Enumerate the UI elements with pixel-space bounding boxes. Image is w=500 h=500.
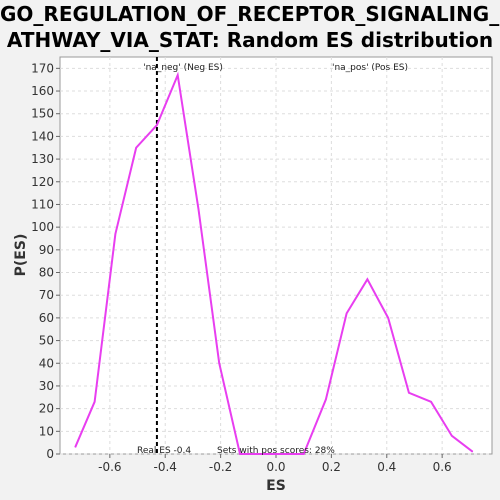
data-point (260, 453, 262, 455)
y-axis-label: P(ES) (13, 234, 29, 277)
data-point (430, 401, 432, 403)
x-tick-label: 0.4 (377, 460, 396, 474)
data-point (177, 74, 179, 76)
y-tick-label: 150 (31, 107, 54, 121)
data-point (325, 399, 327, 401)
x-axis-label: ES (266, 478, 286, 494)
data-point (472, 451, 474, 453)
x-tick-label: -0.2 (209, 460, 232, 474)
y-tick-label: 10 (39, 424, 54, 438)
data-point (451, 435, 453, 437)
chart-title-line-1: GO_REGULATION_OF_RECEPTOR_SIGNALING_P (0, 2, 500, 26)
data-point (218, 362, 220, 364)
y-tick-label: 70 (39, 288, 54, 302)
data-point (408, 392, 410, 394)
y-tick-label: 90 (39, 243, 54, 257)
data-point (74, 446, 76, 448)
grid-layer (60, 57, 492, 455)
data-point (346, 312, 348, 314)
y-tick-label: 40 (39, 356, 54, 370)
data-point (281, 453, 283, 455)
y-tick-label: 160 (31, 84, 54, 98)
y-tick-label: 130 (31, 152, 54, 166)
pos-scores-label: Sets with pos scores: 28% (217, 446, 335, 456)
neg-es-label: 'na_neg' (Neg ES) (143, 63, 223, 73)
data-point (135, 147, 137, 149)
y-tick-label: 170 (31, 61, 54, 75)
x-tick-label: -0.4 (154, 460, 177, 474)
pos-es-label: 'na_pos' (Pos ES) (332, 63, 408, 73)
x-tick-label: 0.0 (266, 460, 285, 474)
y-tick-label: 120 (31, 175, 54, 189)
data-point (239, 453, 241, 455)
y-tick-label: 0 (46, 447, 54, 461)
series-line (74, 71, 474, 455)
x-tick-label: 0.2 (322, 460, 341, 474)
data-point (114, 233, 116, 235)
y-tick-label: 30 (39, 379, 54, 393)
axis-layer: 0 10 20 30 40 50 60 70 80 90 100 110 120 130 140 150 160… (31, 61, 452, 474)
data-point (366, 278, 368, 280)
data-point (303, 453, 305, 455)
data-point (387, 317, 389, 319)
data-point (94, 401, 96, 403)
annotation-layer: 'na_neg' (Neg ES) 'na_pos' (Pos ES) Real… (137, 63, 408, 456)
real-es-label: Real ES -0.4 (137, 446, 191, 456)
y-tick-label: 20 (39, 402, 54, 416)
x-tick-label: -0.6 (98, 460, 121, 474)
y-tick-label: 80 (39, 266, 54, 280)
y-tick-label: 50 (39, 334, 54, 348)
data-point (197, 208, 199, 210)
data-point (156, 124, 158, 126)
x-tick-label: 0.6 (433, 460, 452, 474)
y-tick-label: 60 (39, 311, 54, 325)
chart-title: GO_REGULATION_OF_RECEPTOR_SIGNALING_P AT… (0, 1, 500, 53)
chart-title-line-2: ATHWAY_VIA_STAT: Random ES distribution (6, 28, 494, 52)
y-tick-label: 140 (31, 129, 54, 143)
y-tick-label: 100 (31, 220, 54, 234)
series-layer (74, 57, 474, 455)
y-tick-label: 110 (31, 197, 54, 211)
